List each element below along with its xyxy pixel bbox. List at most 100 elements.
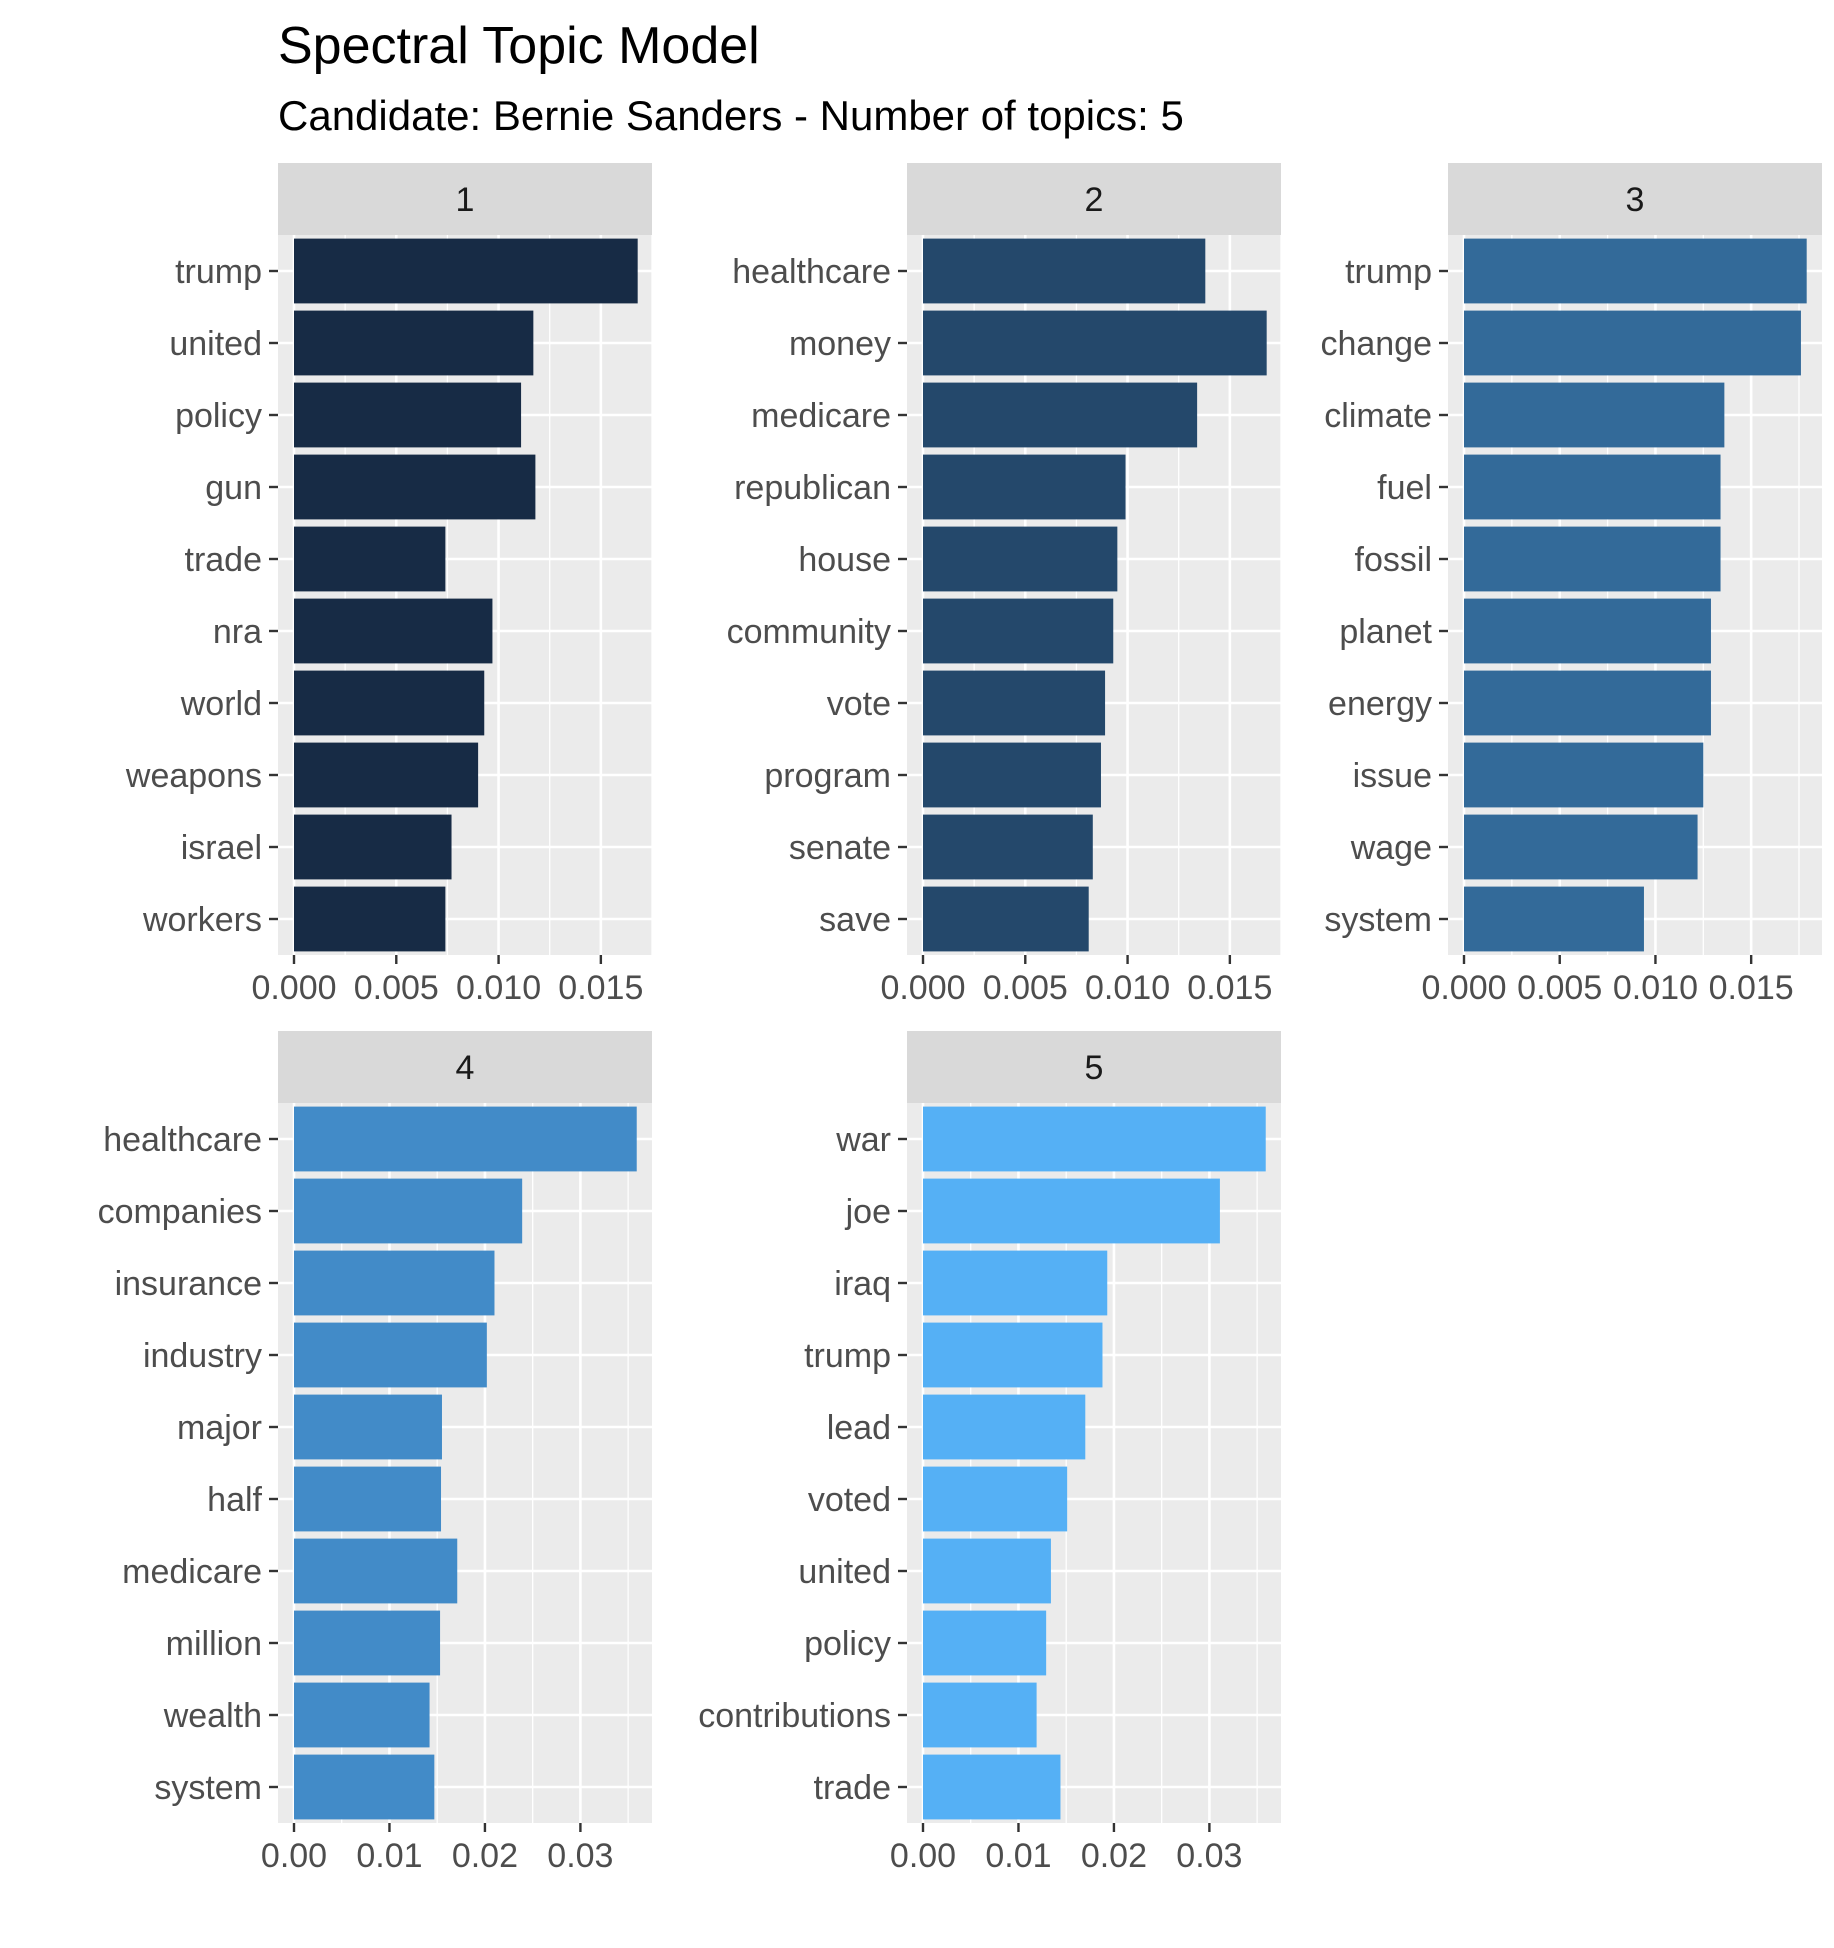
bar-industry (294, 1322, 487, 1388)
x-tick-label: 0.00 (261, 1837, 327, 1875)
bar-trump (1464, 238, 1807, 304)
facet-panel-4: 4 healthcare companies insurance industry maj… (98, 1031, 652, 1875)
bar-healthcare (294, 1106, 637, 1172)
bar-planet (1464, 598, 1711, 664)
y-tick-label: weapons (125, 757, 262, 795)
y-tick-label: medicare (751, 397, 891, 435)
y-tick-label: fuel (1377, 469, 1432, 507)
bar-policy (294, 382, 522, 448)
y-tick-label: workers (142, 901, 262, 939)
x-tick-label: 0.01 (356, 1837, 422, 1875)
bar-system (1464, 886, 1644, 952)
bar-policy (923, 1610, 1047, 1676)
bar-contributions (923, 1682, 1037, 1748)
y-tick-label: energy (1328, 685, 1432, 723)
facet-strip (278, 1031, 652, 1103)
facet-strip-label: 2 (1085, 181, 1104, 219)
y-tick-label: medicare (122, 1553, 262, 1591)
y-tick-label: trade (814, 1769, 892, 1807)
y-tick-label: half (207, 1481, 262, 1519)
y-tick-label: money (789, 325, 891, 363)
bar-trump (923, 1322, 1103, 1388)
y-tick-label: senate (789, 829, 891, 867)
bar-change (1464, 310, 1801, 376)
y-tick-label: trump (175, 253, 262, 291)
y-tick-label: gun (205, 469, 262, 507)
facet-panel-3: 3 trump change climate fuel fossil planet energ… (1320, 163, 1822, 1007)
y-tick-label: policy (175, 397, 262, 435)
x-tick-label: 0.015 (558, 969, 643, 1007)
y-tick-label: voted (808, 1481, 891, 1519)
x-tick-label: 0.010 (456, 969, 541, 1007)
bar-lead (923, 1394, 1086, 1460)
bar-half (294, 1466, 442, 1532)
y-tick-label: trade (185, 541, 263, 579)
bar-weapons (294, 742, 479, 808)
y-tick-label: iraq (834, 1265, 891, 1303)
bar-workers (294, 886, 446, 952)
y-tick-label: israel (181, 829, 262, 867)
y-tick-label: trump (804, 1337, 891, 1375)
facet-strip (907, 1031, 1281, 1103)
y-tick-label: insurance (115, 1265, 262, 1303)
y-tick-label: healthcare (732, 253, 891, 291)
bar-wealth (294, 1682, 430, 1748)
bar-house (923, 526, 1118, 592)
y-tick-label: contributions (698, 1697, 891, 1735)
y-tick-label: issue (1353, 757, 1432, 795)
y-tick-label: trump (1345, 253, 1432, 291)
x-tick-label: 0.005 (1517, 969, 1602, 1007)
bar-major (294, 1394, 442, 1460)
x-tick-label: 0.01 (985, 1837, 1051, 1875)
x-tick-label: 0.03 (547, 1837, 613, 1875)
facet-panel-2: 2 healthcare money medicare republican house c… (727, 163, 1282, 1007)
y-tick-label: lead (827, 1409, 891, 1447)
y-tick-label: planet (1339, 613, 1432, 651)
bar-insurance (294, 1250, 495, 1316)
bar-save (923, 886, 1089, 952)
bar-israel (294, 814, 452, 880)
bar-gun (294, 454, 536, 520)
bar-fossil (1464, 526, 1721, 592)
bar-system (294, 1754, 435, 1820)
chart-title: Spectral Topic Model (278, 17, 760, 75)
y-tick-label: republican (734, 469, 891, 507)
bar-program (923, 742, 1101, 808)
y-tick-label: industry (143, 1337, 262, 1375)
x-tick-label: 0.000 (251, 969, 336, 1007)
bar-money (923, 310, 1267, 376)
facet-strip (1448, 163, 1822, 235)
bar-world (294, 670, 485, 736)
y-tick-label: healthcare (103, 1121, 262, 1159)
y-tick-label: community (727, 613, 891, 651)
bar-fuel (1464, 454, 1721, 520)
y-tick-label: major (177, 1409, 262, 1447)
y-tick-label: nra (213, 613, 262, 651)
x-tick-label: 0.010 (1613, 969, 1698, 1007)
facet-panel-5: 5 war joe iraq trump lead voted united policy con… (698, 1031, 1281, 1875)
y-tick-label: companies (98, 1193, 262, 1231)
x-tick-label: 0.000 (880, 969, 965, 1007)
bar-million (294, 1610, 441, 1676)
y-tick-label: wealth (163, 1697, 262, 1735)
bar-wage (1464, 814, 1698, 880)
bar-joe (923, 1178, 1220, 1244)
bar-trump (294, 238, 638, 304)
bar-healthcare (923, 238, 1206, 304)
y-tick-label: policy (804, 1625, 891, 1663)
bar-iraq (923, 1250, 1108, 1316)
bar-voted (923, 1466, 1068, 1532)
x-tick-label: 0.00 (890, 1837, 956, 1875)
x-tick-label: 0.02 (1081, 1837, 1147, 1875)
x-tick-label: 0.000 (1421, 969, 1506, 1007)
bar-energy (1464, 670, 1711, 736)
y-tick-label: world (180, 685, 262, 723)
facet-strip-label: 1 (456, 181, 475, 219)
y-tick-label: program (764, 757, 891, 795)
y-tick-label: joe (845, 1193, 891, 1231)
facet-strip (907, 163, 1281, 235)
facet-panels: 1 trump united policy gun trade nra world weapon… (98, 163, 1822, 1875)
y-tick-label: million (166, 1625, 262, 1663)
bar-trade (294, 526, 446, 592)
